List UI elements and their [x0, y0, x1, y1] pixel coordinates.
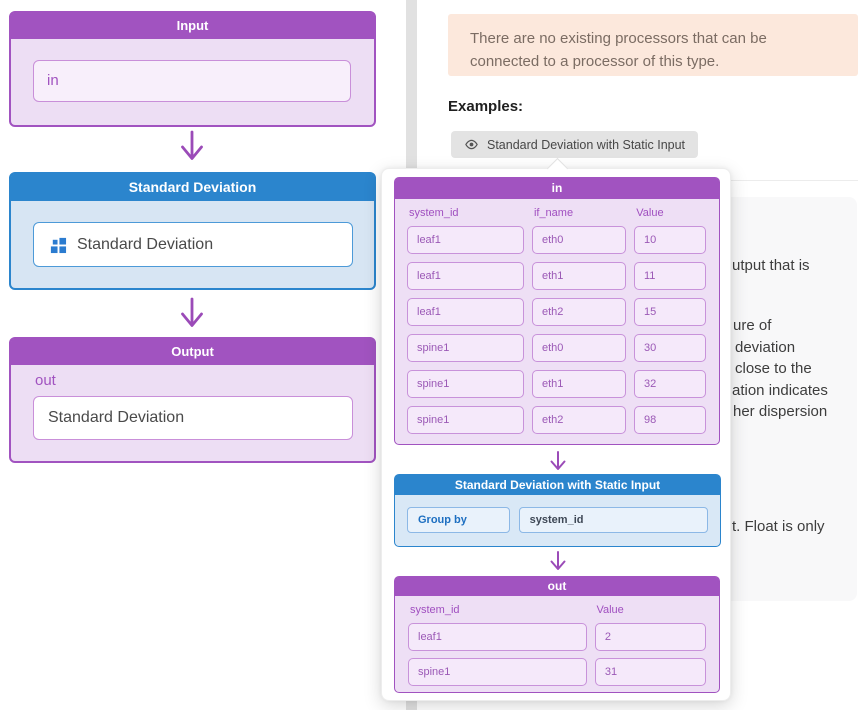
table-row: leaf1 2 — [408, 623, 706, 651]
table-cell: spine1 — [407, 406, 524, 434]
processor-node[interactable]: Standard Deviation Standard Deviation — [9, 172, 376, 290]
table-cell: spine1 — [408, 658, 587, 686]
processor-item[interactable]: Standard Deviation — [33, 222, 353, 267]
processor-grid-icon — [49, 236, 67, 254]
table-cell: 98 — [634, 406, 706, 434]
popup-out-table: out system_id Value leaf1 2 spine1 31 — [394, 576, 720, 693]
flow-arrow-icon — [178, 130, 206, 169]
column-header: if_name — [533, 207, 574, 219]
table-cell: eth0 — [532, 334, 626, 362]
popup-arrow-icon — [548, 451, 568, 478]
table-cell: leaf1 — [407, 298, 524, 326]
table-cell: 11 — [634, 262, 706, 290]
description-clipped-line: t. Float is only — [732, 518, 825, 535]
table-cell: spine1 — [407, 370, 524, 398]
group-by-value-field: system_id — [518, 507, 708, 533]
table-row: leaf1 eth2 15 — [407, 298, 707, 326]
table-row: spine1 eth0 30 — [407, 334, 707, 362]
table-row: spine1 eth1 32 — [407, 370, 707, 398]
table-row: spine1 31 — [408, 658, 706, 686]
table-cell: 2 — [594, 623, 706, 651]
description-clipped-line: her dispersion — [733, 403, 828, 420]
description-clipped-line: ation indicates — [732, 382, 828, 399]
popup-processor-title: Standard Deviation with Static Input — [395, 475, 720, 495]
description-clipped-line: deviation — [735, 339, 796, 356]
table-cell: spine1 — [407, 334, 524, 362]
table-cell: eth2 — [532, 298, 626, 326]
table-cell: eth1 — [532, 370, 626, 398]
column-header: system_id — [410, 604, 460, 616]
description-clipped-line: close to the — [735, 360, 812, 377]
example-popup: in system_id if_name Value leaf1 eth0 10… — [381, 157, 731, 701]
notice-box: There are no existing processors that ca… — [448, 14, 858, 76]
popup-caret — [546, 157, 569, 180]
flow-canvas: Input in Standard Deviation Standard D — [0, 0, 406, 710]
column-header: Value — [636, 207, 664, 219]
table-cell: leaf1 — [408, 623, 587, 651]
output-node[interactable]: Output out Standard Deviation — [9, 337, 376, 463]
table-cell: 10 — [634, 226, 706, 254]
table-cell: 15 — [634, 298, 706, 326]
output-node-title: Output — [11, 339, 374, 365]
table-row: spine1 eth2 98 — [407, 406, 707, 434]
eye-icon — [464, 137, 479, 152]
description-clipped-line: utput that is — [732, 257, 810, 274]
example-chip-button[interactable]: Standard Deviation with Static Input — [451, 131, 699, 158]
table-cell: eth0 — [532, 226, 626, 254]
table-cell: 31 — [594, 658, 706, 686]
example-chip-label: Standard Deviation with Static Input — [487, 137, 686, 152]
table-row: leaf1 eth1 11 — [407, 262, 707, 290]
table-cell: eth2 — [532, 406, 626, 434]
popup-in-table: in system_id if_name Value leaf1 eth0 10… — [394, 177, 720, 445]
popup-processor-node: Standard Deviation with Static Input Gro… — [394, 474, 721, 547]
flow-arrow-icon — [178, 297, 206, 336]
table-cell: 32 — [634, 370, 706, 398]
popup-in-table-title: in — [395, 178, 719, 199]
column-header: system_id — [409, 207, 459, 219]
table-row: leaf1 eth0 10 — [407, 226, 707, 254]
group-by-field: Group by — [407, 507, 510, 533]
input-port-item[interactable]: in — [33, 60, 351, 102]
table-cell: leaf1 — [407, 262, 524, 290]
output-port-label: out — [35, 372, 56, 389]
processor-item-label: Standard Deviation — [77, 235, 214, 253]
table-cell: eth1 — [532, 262, 626, 290]
description-clipped-line: ure of — [733, 317, 772, 334]
processor-node-title: Standard Deviation — [11, 174, 374, 201]
table-cell: 30 — [634, 334, 706, 362]
popup-arrow-icon — [548, 551, 568, 578]
table-cell: leaf1 — [407, 226, 524, 254]
popup-out-table-title: out — [395, 577, 719, 596]
column-header: Value — [596, 604, 624, 616]
input-node[interactable]: Input in — [9, 11, 376, 127]
input-node-title: Input — [11, 13, 374, 39]
output-item[interactable]: Standard Deviation — [33, 396, 353, 440]
examples-label: Examples: — [448, 98, 524, 115]
